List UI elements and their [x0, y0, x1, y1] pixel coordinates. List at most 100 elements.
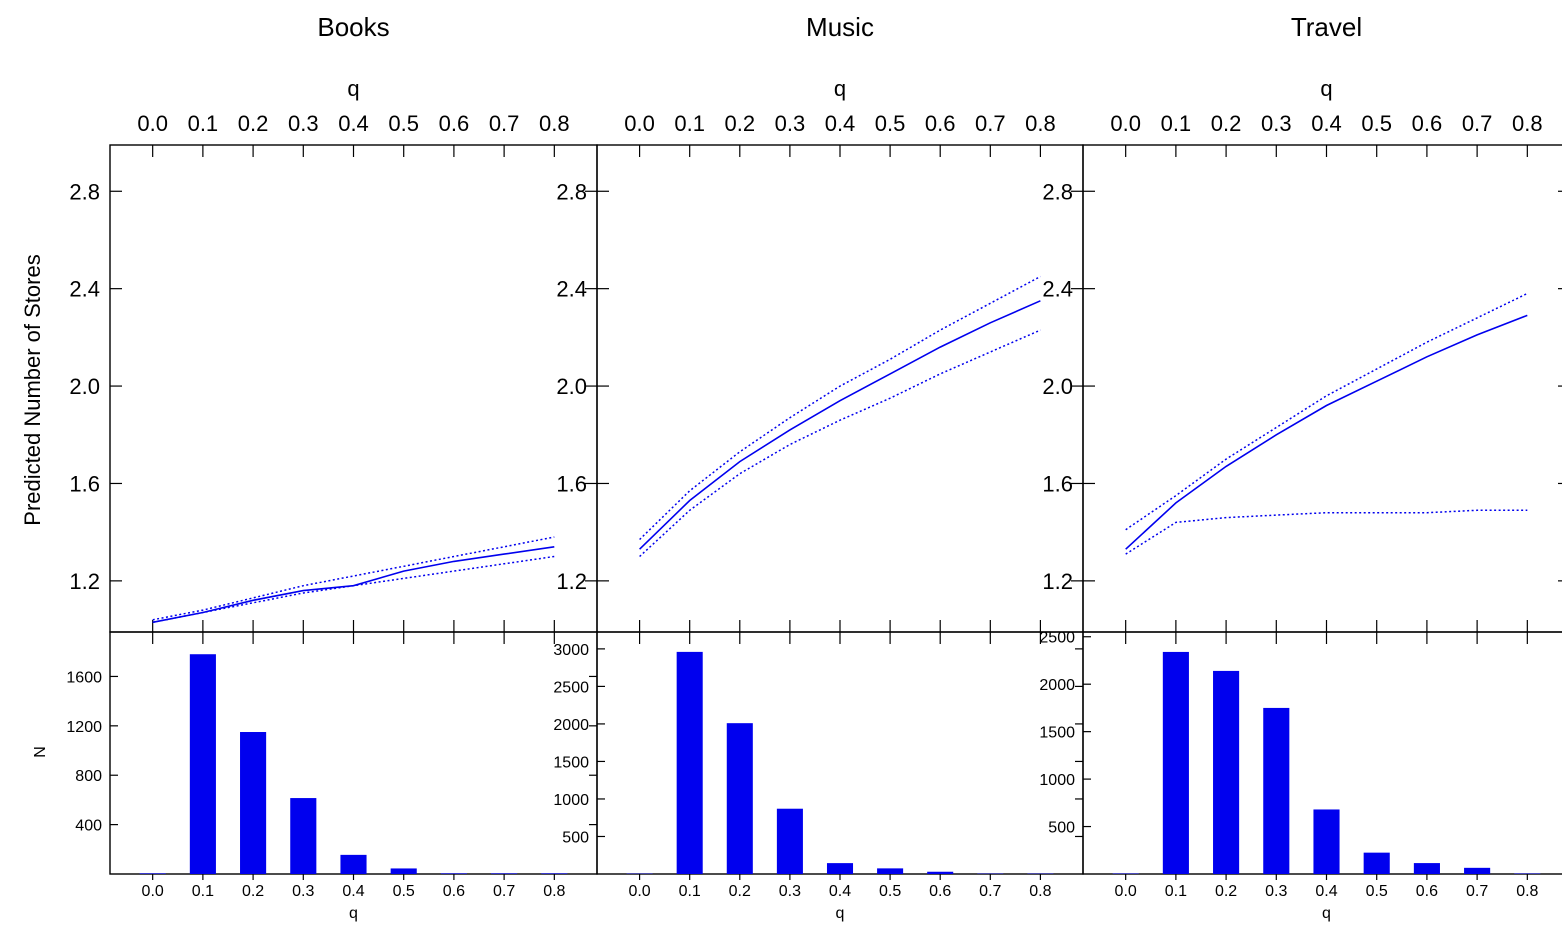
series-line-confidence-band — [639, 329, 1041, 558]
top-x-axis-label: q — [1320, 76, 1332, 101]
bottom-x-tick-label: 0.8 — [543, 883, 565, 900]
histogram-bar — [390, 868, 417, 874]
histogram-bar — [189, 654, 216, 874]
top-x-tick-label: 0.3 — [1261, 111, 1292, 136]
bottom-x-tick-label: 0.3 — [292, 883, 314, 900]
bottom-x-tick-label: 0.2 — [1215, 883, 1237, 900]
top-x-axis-label: q — [347, 76, 359, 101]
top-x-tick-label: 0.4 — [338, 111, 369, 136]
bottom-x-tick-label: 0.0 — [1115, 883, 1137, 900]
histogram-bar — [1363, 852, 1390, 874]
top-x-tick-label: 0.0 — [137, 111, 168, 136]
histogram-bar — [1213, 670, 1240, 874]
series-line-predicted — [1125, 314, 1528, 550]
top-y-tick-label: 2.4 — [69, 277, 100, 302]
top-y-tick-label: 1.6 — [69, 471, 100, 496]
bottom-x-tick-label: 0.8 — [1029, 883, 1051, 900]
bottom-x-tick-label: 0.3 — [779, 883, 801, 900]
series-line-confidence-band — [1125, 292, 1528, 531]
top-y-tick-label: 2.4 — [1042, 277, 1073, 302]
top-x-tick-label: 0.2 — [238, 111, 269, 136]
bottom-x-tick-label: 0.1 — [679, 883, 701, 900]
histogram-bar — [676, 651, 703, 874]
y-axis-label-top: Predicted Number of Stores — [20, 254, 45, 525]
panel-music: Music q 0.0 0.0 0.1 0.1 0.2 0.2 0.3 0.3 0.4 0.4 0.5 0… — [553, 12, 1084, 922]
bottom-x-tick-label: 0.4 — [342, 883, 364, 900]
top-x-tick-label: 0.8 — [1025, 111, 1056, 136]
histogram-bar — [1313, 809, 1340, 874]
bottom-x-tick-label: 0.2 — [242, 883, 264, 900]
bottom-x-axis-label: q — [1322, 905, 1331, 922]
top-x-tick-label: 0.6 — [439, 111, 470, 136]
panel-title: Music — [806, 12, 874, 42]
top-y-tick-label: 1.6 — [1042, 471, 1073, 496]
bottom-y-tick-label: 2500 — [553, 679, 589, 696]
bottom-y-tick-label: 1000 — [553, 792, 589, 809]
top-x-tick-label: 0.4 — [1311, 111, 1342, 136]
top-x-tick-label: 0.0 — [624, 111, 655, 136]
top-x-tick-label: 0.5 — [875, 111, 906, 136]
top-x-tick-label: 0.3 — [775, 111, 806, 136]
top-y-tick-label: 2.0 — [556, 374, 587, 399]
bottom-y-tick-label: 1000 — [1039, 772, 1075, 789]
top-y-tick-label: 2.8 — [69, 179, 100, 204]
top-x-tick-label: 0.1 — [674, 111, 705, 136]
histogram-bar — [440, 873, 467, 874]
panel-travel: Travel q 0.0 0.0 0.1 0.1 0.2 0.2 0.3 0.3 0.4 0.4 0.5… — [1039, 12, 1562, 922]
top-x-tick-label: 0.8 — [539, 111, 570, 136]
histogram-bar — [491, 873, 518, 874]
bottom-y-tick-label: 500 — [1048, 820, 1075, 837]
histogram-bar — [240, 732, 267, 874]
top-x-tick-label: 0.4 — [825, 111, 856, 136]
series-line-confidence-band — [639, 275, 1041, 541]
bottom-y-tick-label: 1200 — [66, 719, 102, 736]
bottom-x-tick-label: 0.3 — [1265, 883, 1287, 900]
bottom-y-tick-label: 500 — [562, 829, 589, 846]
top-x-tick-label: 0.2 — [724, 111, 755, 136]
histogram-bar — [1413, 863, 1440, 874]
histogram-bar — [139, 873, 166, 874]
panel-title: Books — [317, 12, 389, 42]
top-x-tick-label: 0.6 — [925, 111, 956, 136]
top-x-tick-label: 0.2 — [1211, 111, 1242, 136]
bottom-y-tick-label: 2000 — [1039, 677, 1075, 694]
top-x-tick-label: 0.3 — [288, 111, 319, 136]
bottom-x-tick-label: 0.5 — [1366, 883, 1388, 900]
top-y-tick-label: 2.0 — [1042, 374, 1073, 399]
top-x-tick-label: 0.5 — [1361, 111, 1392, 136]
bottom-y-tick-label: 2000 — [553, 717, 589, 734]
bottom-x-tick-label: 0.7 — [493, 883, 515, 900]
top-x-tick-label: 0.7 — [489, 111, 520, 136]
bottom-y-tick-label: 1500 — [553, 754, 589, 771]
bottom-y-tick-label: 3000 — [553, 642, 589, 659]
panels-group: Books q 0.0 0.0 0.1 0.1 0.2 0.2 0.3 0.3 0.4 0.4 0.5 0… — [66, 12, 1562, 922]
bottom-y-tick-label: 2500 — [1039, 630, 1075, 647]
top-x-tick-label: 0.1 — [188, 111, 219, 136]
bottom-x-tick-label: 0.5 — [393, 883, 415, 900]
bottom-x-tick-label: 0.8 — [1516, 883, 1538, 900]
histogram-bar — [290, 798, 317, 874]
top-y-tick-label: 1.2 — [69, 569, 100, 594]
top-x-axis-label: q — [834, 76, 846, 101]
bottom-x-tick-label: 0.5 — [879, 883, 901, 900]
histogram-bar — [1162, 651, 1189, 874]
bottom-x-tick-label: 0.6 — [1416, 883, 1438, 900]
series-line-confidence-band — [152, 536, 555, 621]
bottom-x-axis-label: q — [836, 905, 845, 922]
top-x-tick-label: 0.1 — [1161, 111, 1192, 136]
bottom-x-tick-label: 0.0 — [628, 883, 650, 900]
bottom-x-axis-label: q — [349, 905, 358, 922]
top-y-tick-label: 1.2 — [1042, 569, 1073, 594]
top-y-tick-label: 2.8 — [556, 179, 587, 204]
bottom-y-tick-label: 800 — [75, 768, 102, 785]
bottom-x-tick-label: 0.1 — [1165, 883, 1187, 900]
bottom-x-tick-label: 0.6 — [929, 883, 951, 900]
histogram-bar — [927, 871, 954, 874]
histogram-bar — [776, 808, 803, 874]
bottom-x-tick-label: 0.7 — [1466, 883, 1488, 900]
histogram-bar — [1263, 707, 1290, 874]
histogram-bar — [877, 868, 904, 874]
bottom-y-tick-label: 1600 — [66, 669, 102, 686]
